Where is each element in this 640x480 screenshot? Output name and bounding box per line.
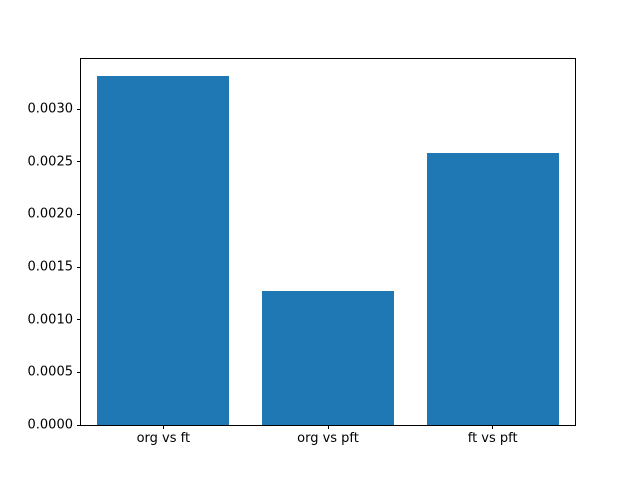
x-tick-label: ft vs pft xyxy=(467,431,518,446)
y-tick-label: 0.0010 xyxy=(27,312,74,328)
x-tick-label: org vs pft xyxy=(297,431,359,446)
y-tick-label: 0.0005 xyxy=(27,364,74,380)
bar-ft-vs-pft xyxy=(426,153,559,425)
y-tick-label: 0.0025 xyxy=(27,154,74,170)
x-tick-mark xyxy=(162,425,164,429)
y-tick-mark xyxy=(77,108,81,110)
x-tick-label: org vs ft xyxy=(136,431,191,446)
bar-org-vs-ft xyxy=(97,76,230,425)
y-tick-mark xyxy=(77,213,81,215)
plot-area: org vs ft org vs pft ft vs pft 0.0000 0.0005… xyxy=(28,58,576,445)
y-tick-label: 0.0030 xyxy=(27,101,74,117)
x-tick-mark xyxy=(327,425,329,429)
bar-org-vs-pft xyxy=(262,291,394,425)
y-tick-mark xyxy=(77,319,81,321)
y-tick-mark xyxy=(77,161,81,163)
y-tick-mark xyxy=(77,424,81,426)
y-tick-label: 0.0000 xyxy=(27,417,74,433)
y-tick-label: 0.0020 xyxy=(27,206,74,222)
y-tick-label: 0.0015 xyxy=(27,259,74,275)
y-tick-mark xyxy=(77,371,81,373)
y-tick-mark xyxy=(77,266,81,268)
x-tick-mark xyxy=(492,425,494,429)
